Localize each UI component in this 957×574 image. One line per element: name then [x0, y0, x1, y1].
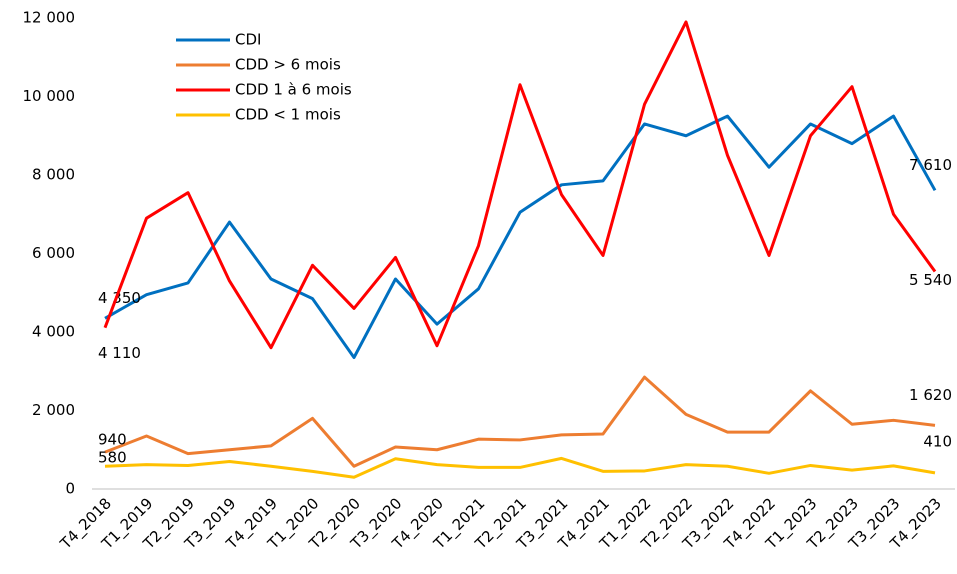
legend-label: CDD 1 à 6 mois — [235, 81, 352, 99]
data-label: 410 — [923, 432, 952, 450]
y-tick-label: 2 000 — [32, 401, 75, 419]
legend-label: CDI — [235, 31, 261, 49]
data-label: 4 350 — [98, 289, 141, 307]
data-label: 4 110 — [98, 344, 141, 362]
y-tick-label: 10 000 — [23, 87, 76, 105]
legend-label: CDD < 1 mois — [235, 106, 341, 124]
y-tick-label: 12 000 — [23, 9, 76, 27]
legend-label: CDD > 6 mois — [235, 56, 341, 74]
data-label: 5 540 — [909, 271, 952, 289]
data-label: 580 — [98, 449, 127, 467]
series-line — [103, 20, 937, 350]
data-label: 1 620 — [909, 386, 952, 404]
series-line — [104, 456, 936, 479]
y-tick-label: 4 000 — [32, 323, 75, 341]
data-label: 7 610 — [909, 156, 952, 174]
y-tick-label: 6 000 — [32, 244, 75, 262]
series-line — [104, 375, 936, 468]
data-label: 940 — [98, 431, 127, 449]
y-tick-label: 0 — [65, 480, 75, 498]
y-tick-label: 8 000 — [32, 166, 75, 184]
series-line — [104, 114, 937, 360]
